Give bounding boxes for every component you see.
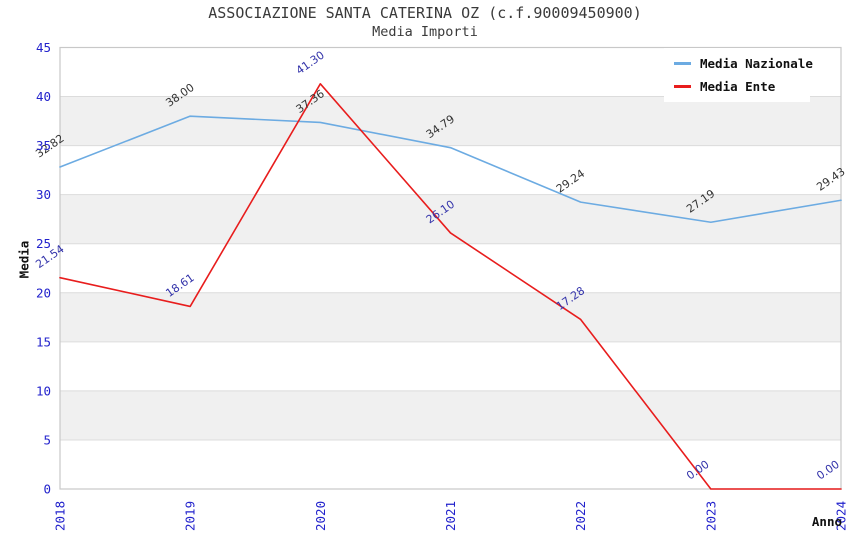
x-tick-label: 2018	[53, 501, 68, 531]
y-axis-label: Media	[16, 240, 32, 279]
legend-item-media-nazionale: Media Nazionale	[664, 56, 813, 71]
y-tick-label: 35	[36, 138, 51, 153]
legend-label: Media Nazionale	[700, 56, 813, 71]
y-tick-label: 10	[36, 383, 51, 398]
y-tick-label: 15	[36, 334, 51, 349]
media-ente-line-icon	[674, 85, 691, 88]
legend: Media Nazionale Media Ente	[664, 48, 813, 102]
data-label-media-ente: 0.00	[814, 458, 842, 483]
y-tick-label: 5	[43, 432, 51, 447]
grid-band	[60, 292, 841, 342]
y-tick-label: 40	[36, 89, 51, 104]
x-tick-label: 2019	[183, 501, 198, 531]
chart-title: ASSOCIAZIONE SANTA CATERINA OZ (c.f.9000…	[208, 4, 642, 22]
data-label-media-nazionale: 29.43	[814, 165, 847, 194]
y-tick-label: 20	[36, 285, 51, 300]
media-nazionale-line-icon	[674, 62, 691, 65]
x-axis-label: Anno	[811, 514, 842, 529]
grid-band	[60, 390, 841, 440]
series-line-media-nazionale	[59, 115, 842, 224]
grid-band	[60, 96, 841, 146]
y-tick-label: 45	[36, 40, 51, 55]
data-label-media-ente: 0.00	[684, 458, 712, 483]
legend-label: Media Ente	[700, 79, 776, 94]
x-tick-label: 2020	[313, 501, 328, 531]
x-tick-label: 2024	[834, 501, 849, 531]
legend-item-media-ente: Media Ente	[664, 79, 810, 94]
x-tick-label: 2022	[573, 501, 588, 531]
y-tick-label: 0	[43, 482, 51, 497]
y-tick-label: 30	[36, 187, 51, 202]
grid-band	[60, 194, 841, 244]
chart-subtitle: Media Importi	[372, 24, 478, 40]
series-line-media-ente	[59, 83, 842, 490]
y-tick-label: 25	[36, 236, 51, 251]
x-tick-label: 2021	[443, 501, 458, 531]
data-label-media-ente: 41.30	[294, 49, 327, 78]
plot-border	[59, 46, 842, 490]
data-label-media-nazionale: 29.24	[554, 167, 587, 196]
x-tick-label: 2023	[703, 501, 718, 531]
